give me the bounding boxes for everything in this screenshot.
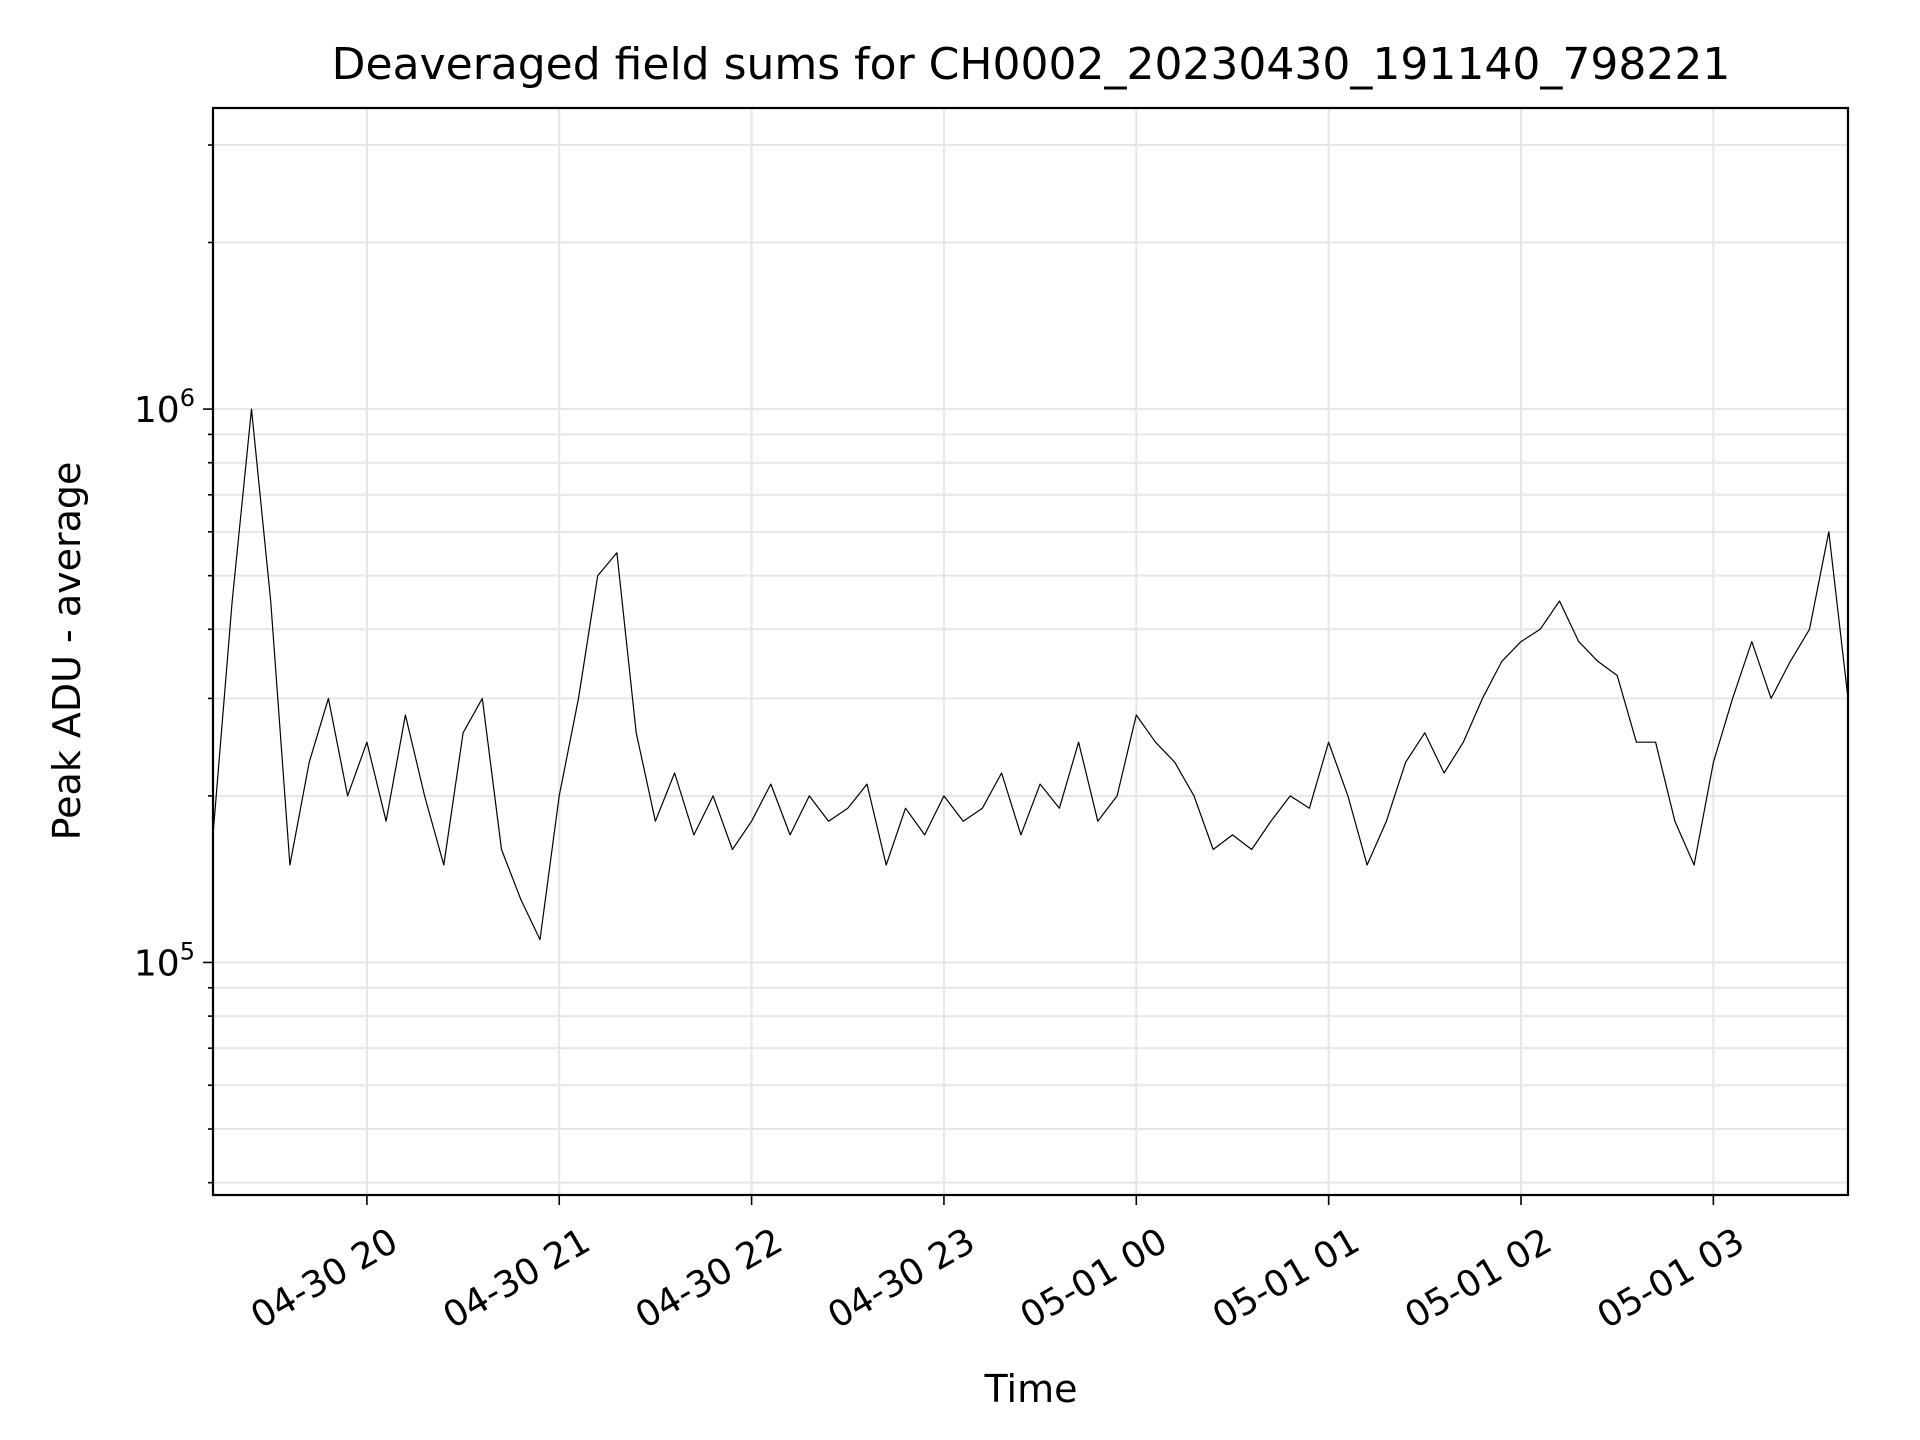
axis-ticks: 04-30 20 04-30 21 04-30 22 04-30 23 05-01 00… [134,144,1752,1337]
series-layer [212,408,1849,941]
grid [213,108,1848,1195]
x-tick-label: 05-01 02 [1398,1221,1559,1337]
x-axis-label: Time [984,1367,1078,1411]
x-tick-label: 04-30 20 [244,1221,405,1337]
y-tick-label: 105 [134,937,195,984]
chart-title: Deaveraged field sums for CH0002_2023043… [332,39,1731,90]
x-tick-label: 04-30 21 [437,1221,598,1337]
x-tick-label: 05-01 00 [1014,1221,1175,1337]
y-axis-label: Peak ADU - average [45,462,89,841]
x-tick-label: 04-30 22 [629,1221,790,1337]
x-tick-label: 05-01 01 [1206,1221,1367,1337]
y-tick-label: 106 [134,384,195,431]
x-tick-label: 04-30 23 [821,1221,982,1337]
x-tick-label: 05-01 03 [1591,1221,1752,1337]
plot-frame [211,106,1850,1197]
series-line [212,408,1849,941]
